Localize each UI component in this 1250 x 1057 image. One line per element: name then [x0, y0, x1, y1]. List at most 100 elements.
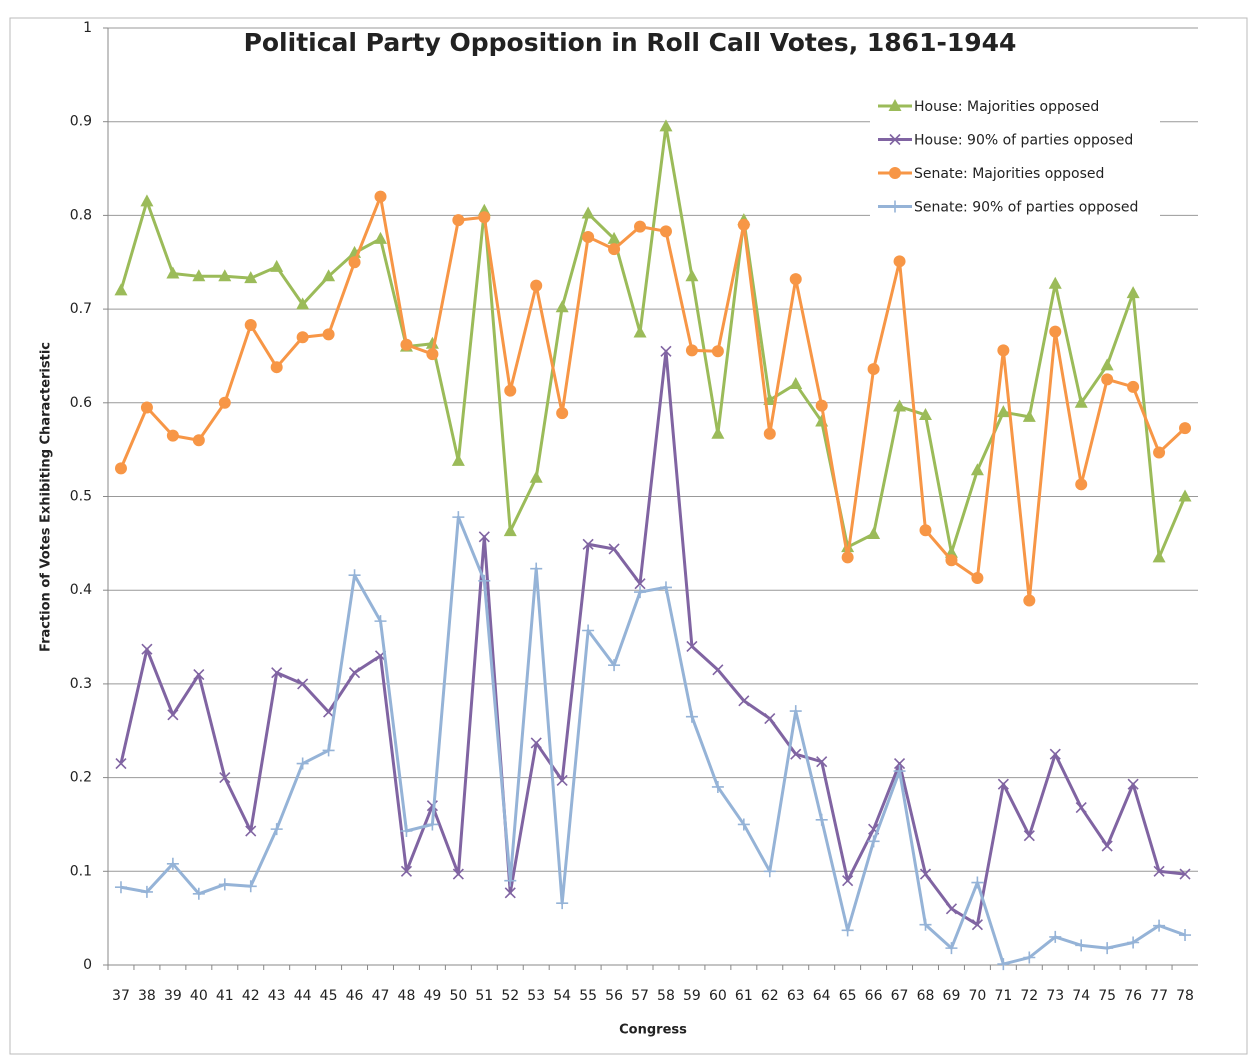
- marker: [114, 881, 127, 894]
- marker: [556, 407, 569, 420]
- x-tick-label: 50: [449, 988, 467, 1004]
- marker: [1049, 930, 1062, 943]
- x-tick-label: 62: [761, 988, 779, 1004]
- marker: [685, 269, 699, 282]
- marker: [633, 325, 647, 338]
- marker: [296, 757, 309, 770]
- x-tick-label: 68: [917, 988, 935, 1004]
- marker: [634, 586, 647, 599]
- marker: [478, 574, 491, 587]
- marker: [608, 543, 620, 555]
- y-tick-label: 0.5: [70, 489, 92, 505]
- marker: [867, 835, 880, 848]
- marker: [634, 578, 646, 590]
- marker: [218, 396, 231, 409]
- marker: [374, 231, 387, 244]
- marker: [790, 748, 802, 760]
- marker: [582, 624, 595, 637]
- marker: [738, 695, 750, 707]
- marker: [659, 225, 672, 238]
- marker: [919, 868, 932, 880]
- marker: [1049, 325, 1062, 338]
- x-tick-label: 59: [683, 988, 701, 1004]
- marker: [270, 823, 283, 836]
- x-tick-label: 63: [787, 988, 805, 1004]
- marker: [945, 554, 958, 567]
- marker: [686, 640, 698, 652]
- y-tick-label: 0.1: [70, 863, 92, 879]
- legend-label: Senate: 90% of parties opposed: [914, 200, 1138, 216]
- marker: [1179, 422, 1192, 435]
- marker: [115, 757, 127, 770]
- x-tick-label: 74: [1072, 988, 1090, 1004]
- marker: [425, 336, 439, 349]
- marker: [1127, 936, 1140, 949]
- chart-title: Political Party Opposition in Roll Call …: [244, 28, 1017, 57]
- marker: [400, 865, 413, 877]
- marker: [322, 269, 336, 282]
- marker: [1178, 489, 1192, 502]
- legend-label: Senate: Majorities opposed: [914, 166, 1104, 182]
- marker: [815, 399, 828, 412]
- x-tick-label: 67: [891, 988, 909, 1004]
- y-tick-label: 0.3: [70, 676, 92, 692]
- marker: [114, 283, 128, 296]
- marker: [555, 300, 569, 313]
- x-tick-label: 70: [968, 988, 986, 1004]
- marker: [711, 345, 724, 358]
- x-tick-label: 76: [1124, 988, 1142, 1004]
- marker: [478, 211, 491, 224]
- marker: [167, 709, 179, 721]
- marker: [893, 765, 906, 778]
- x-tick-label: 77: [1150, 988, 1168, 1004]
- marker: [244, 319, 257, 332]
- marker: [888, 99, 902, 111]
- marker: [1074, 395, 1088, 408]
- marker: [997, 958, 1010, 971]
- legend-background: [870, 92, 1160, 226]
- x-tick-label: 45: [320, 988, 338, 1004]
- marker: [889, 167, 901, 179]
- marker: [323, 706, 335, 718]
- marker: [374, 615, 387, 628]
- marker: [841, 924, 854, 937]
- marker: [685, 710, 698, 723]
- x-tick-label: 73: [1046, 988, 1064, 1004]
- marker: [556, 897, 569, 910]
- marker: [1126, 286, 1140, 299]
- marker: [452, 511, 465, 524]
- marker: [219, 772, 231, 784]
- marker: [271, 667, 283, 679]
- x-axis-label: Congress: [619, 1023, 687, 1038]
- marker: [503, 524, 517, 537]
- marker: [608, 243, 621, 256]
- marker: [1022, 409, 1036, 422]
- marker: [970, 463, 984, 476]
- marker: [581, 206, 595, 219]
- marker: [348, 667, 361, 679]
- marker: [297, 678, 309, 690]
- x-tick-label: 43: [268, 988, 286, 1004]
- marker: [348, 256, 361, 269]
- marker: [166, 266, 180, 279]
- marker: [530, 279, 543, 292]
- marker: [971, 572, 984, 585]
- marker: [192, 434, 205, 447]
- x-tick-label: 41: [216, 988, 234, 1004]
- marker: [1127, 380, 1140, 393]
- marker: [1101, 373, 1114, 386]
- marker: [348, 569, 361, 582]
- marker: [1100, 358, 1114, 371]
- marker: [996, 405, 1010, 418]
- marker: [451, 453, 465, 466]
- marker: [889, 133, 901, 146]
- marker: [659, 119, 673, 132]
- x-tick-label: 39: [164, 988, 182, 1004]
- marker: [244, 880, 257, 893]
- marker: [893, 757, 906, 770]
- marker: [530, 562, 543, 575]
- marker: [452, 214, 465, 227]
- marker: [816, 756, 828, 768]
- x-tick-label: 53: [527, 988, 545, 1004]
- y-tick-label: 1: [83, 20, 92, 36]
